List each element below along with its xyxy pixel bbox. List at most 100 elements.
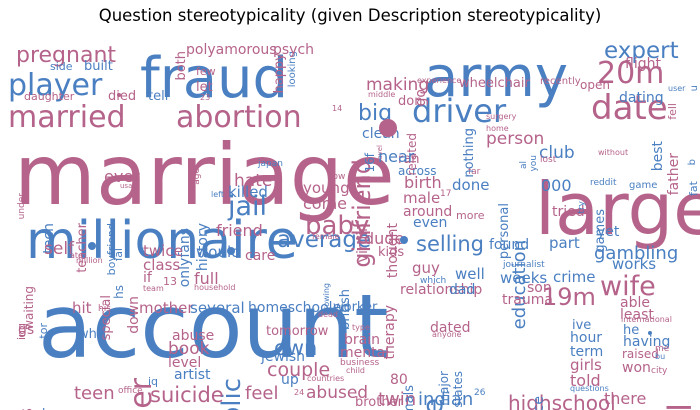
- cloud-word: team: [143, 284, 164, 293]
- cloud-word: city: [651, 366, 668, 376]
- cloud-word: low: [330, 172, 346, 182]
- cloud-word: iq: [148, 375, 159, 388]
- cloud-word: me: [655, 344, 670, 354]
- cloud-word: millionaire: [26, 211, 298, 271]
- cloud-word: feel: [245, 383, 279, 404]
- cloud-word: business: [340, 358, 380, 368]
- cloud-word: son: [527, 280, 552, 296]
- cloud-word: police: [531, 396, 547, 410]
- cloud-word: own: [274, 336, 318, 360]
- cloud-word: fell: [666, 103, 679, 120]
- cloud-word: highschool: [508, 391, 616, 410]
- cloud-word: international: [621, 315, 672, 324]
- cloud-word: guy: [412, 259, 440, 277]
- cloud-dot: [328, 187, 332, 191]
- cloud-word: teen: [74, 383, 115, 404]
- cloud-word: experience: [417, 76, 462, 85]
- cloud-dot: [227, 247, 235, 255]
- cloud-word: 13: [163, 275, 177, 288]
- cloud-word: near: [378, 147, 415, 166]
- cloud-word: countries: [307, 374, 345, 383]
- cloud-word: account: [38, 275, 389, 378]
- cloud-word: player: [8, 68, 103, 103]
- cloud-word: dating: [619, 90, 664, 106]
- cloud-word: club: [539, 143, 575, 163]
- cloud-word: side: [50, 60, 73, 73]
- cloud-word: hate: [234, 171, 273, 191]
- cloud-word: happy: [272, 53, 287, 94]
- cloud-word: class: [143, 256, 181, 274]
- cloud-word: average: [277, 227, 372, 253]
- cloud-word: able: [620, 295, 650, 311]
- cloud-word: daughter: [24, 90, 75, 103]
- cloud-word: dead: [318, 310, 338, 319]
- cloud-word: nothing: [462, 128, 477, 178]
- cloud-word: abuse: [172, 328, 215, 344]
- cloud-word: ran: [398, 152, 420, 167]
- cloud-word: without: [598, 148, 629, 157]
- cloud-word: under: [17, 193, 27, 220]
- cloud-word: he: [623, 323, 640, 338]
- cloud-word: worker: [333, 300, 378, 315]
- cloud-word: al: [519, 161, 529, 170]
- cloud-word: 19m: [542, 283, 596, 311]
- cloud-word: ive: [572, 318, 592, 333]
- cloud-word: games: [593, 209, 608, 253]
- cloud-word: million: [76, 256, 103, 265]
- cloud-word: game: [629, 180, 658, 191]
- cloud-word: animals: [402, 385, 417, 410]
- cloud-word: crime: [553, 268, 596, 286]
- cloud-word: care: [245, 248, 276, 264]
- cloud-word: fraud: [140, 46, 289, 111]
- cloud-word: wheelchair: [459, 76, 530, 91]
- cloud-word: b: [687, 159, 698, 166]
- cloud-word: home: [486, 124, 509, 133]
- cloud-word: tor: [37, 323, 50, 339]
- cloud-word: marriage: [14, 126, 395, 224]
- cloud-word: driver: [412, 92, 507, 130]
- cloud-word: hour: [570, 330, 603, 346]
- cloud-word: up: [281, 372, 299, 388]
- cloud-word: fat: [687, 181, 700, 196]
- cloud-word: twice: [143, 242, 183, 260]
- cloud-word: around: [403, 204, 453, 220]
- cloud-word: abused: [306, 383, 369, 403]
- cloud-word: baby: [305, 211, 370, 241]
- cloud-word: self: [44, 239, 75, 259]
- cloud-word: mother: [139, 299, 194, 317]
- cloud-word: british: [338, 289, 353, 330]
- cloud-word: virgin: [355, 223, 371, 263]
- cloud-word: abortion: [176, 100, 302, 135]
- cloud-word: left: [211, 190, 224, 199]
- cloud-word: questions: [570, 384, 609, 393]
- cloud-word: army: [424, 45, 569, 110]
- cloud-word: jail: [228, 191, 268, 222]
- cloud-word: pregnant: [16, 43, 117, 68]
- cloud-word: ever: [104, 167, 140, 186]
- cloud-word: thought: [385, 223, 401, 279]
- cloud-word: which: [420, 276, 447, 286]
- cloud-word: let: [196, 80, 213, 95]
- cloud-word: died: [108, 89, 137, 104]
- cloud-word: growing: [322, 283, 331, 315]
- cloud-dot: [379, 119, 397, 137]
- cloud-word: psych: [273, 42, 315, 58]
- cloud-word: type: [352, 323, 370, 332]
- cloud-word: personal: [497, 203, 512, 260]
- cloud-word: level: [168, 355, 202, 371]
- cloud-word: brother: [355, 395, 403, 410]
- cloud-word: works: [612, 255, 657, 273]
- cloud-word: best: [650, 141, 666, 172]
- cloud-word: trauma: [502, 292, 553, 308]
- cloud-word: national: [661, 403, 699, 410]
- cloud-word: making: [366, 75, 430, 95]
- cloud-word: office: [118, 386, 143, 396]
- cloud-word: yet: [597, 224, 620, 240]
- cloud-word: killed: [228, 183, 268, 201]
- cloud-word: 17: [440, 189, 452, 199]
- cloud-word: twin: [378, 389, 417, 410]
- cloud-word: you: [529, 155, 539, 172]
- page-title: Question stereotypicality (given Descrip…: [98, 6, 602, 25]
- cloud-word: age: [192, 168, 202, 185]
